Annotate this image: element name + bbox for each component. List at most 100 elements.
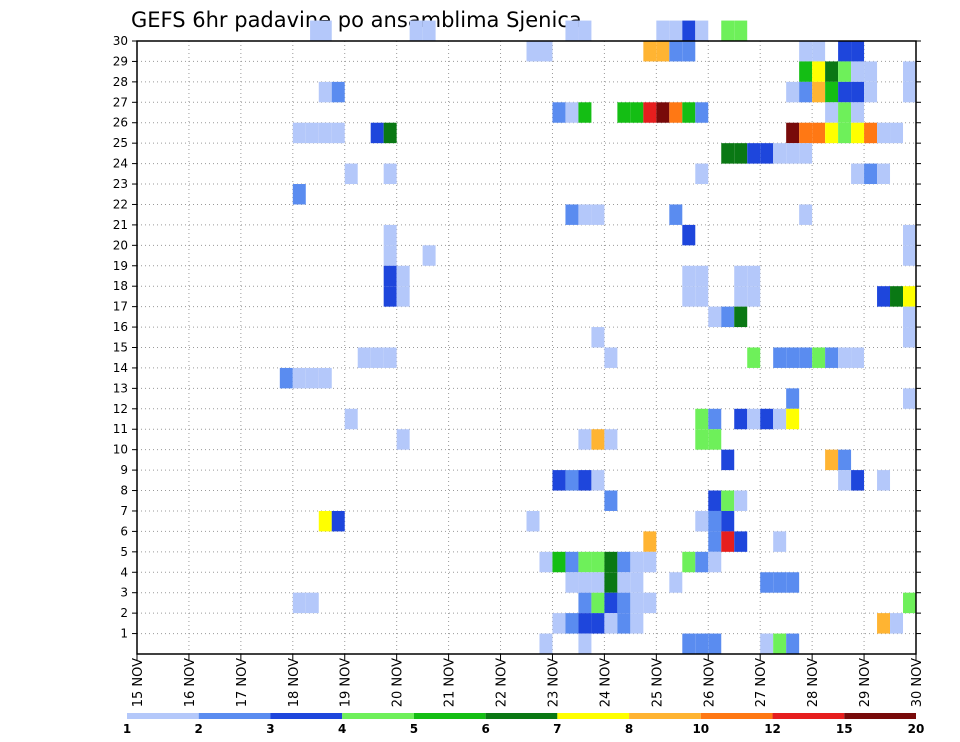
heatmap-cell	[695, 633, 709, 654]
heatmap-cell	[851, 163, 865, 185]
x-tick-label: 15 NOV	[131, 658, 146, 707]
heatmap-cell	[357, 347, 371, 368]
heatmap-cell	[695, 163, 709, 185]
heatmap-cell	[825, 102, 839, 123]
heatmap-cell	[812, 81, 826, 103]
heatmap-cell	[292, 122, 306, 144]
heatmap-cell	[565, 613, 579, 634]
heatmap-cell	[734, 20, 748, 41]
heatmap-cell	[773, 572, 787, 593]
heatmap-cell	[812, 61, 826, 82]
heatmap-cell	[903, 224, 916, 246]
heatmap-cell	[643, 551, 657, 573]
heatmap-cell	[747, 347, 761, 368]
heatmap-cell	[708, 408, 722, 430]
heatmap-cell	[552, 102, 566, 123]
heatmap-cells	[279, 20, 916, 654]
heatmap-cell	[604, 490, 618, 511]
heatmap-cell	[682, 265, 696, 287]
heatmap-cell	[578, 551, 592, 573]
colorbar-tick-label: 12	[764, 722, 781, 736]
y-tick-label: 10	[113, 443, 128, 457]
heatmap-cell	[643, 531, 657, 552]
heatmap-cell	[682, 551, 696, 573]
heatmap-cell	[578, 613, 592, 634]
heatmap-cell	[773, 531, 787, 552]
x-tick-label: 25 NOV	[650, 658, 665, 707]
heatmap-cell	[799, 204, 813, 225]
heatmap-cell	[591, 551, 605, 573]
y-tick-label: 20	[113, 238, 128, 252]
heatmap-cell	[292, 592, 306, 614]
x-tick-label: 30 NOV	[910, 658, 925, 707]
y-tick-label: 7	[120, 504, 128, 518]
heatmap-cell	[825, 122, 839, 144]
chart-title: GEFS 6hr padavine po ansamblima Sjenica	[131, 8, 582, 32]
y-tick-label: 16	[113, 320, 128, 334]
heatmap-cell	[279, 367, 293, 389]
y-tick-label: 27	[113, 95, 128, 109]
y-tick-label: 11	[113, 422, 128, 436]
heatmap-cell	[643, 102, 657, 123]
y-tick-label: 15	[113, 341, 128, 355]
heatmap-cell	[864, 163, 878, 185]
heatmap-cell	[812, 122, 826, 144]
heatmap-cell	[565, 204, 579, 225]
heatmap-cell	[825, 449, 839, 471]
heatmap-cell	[903, 245, 916, 266]
heatmap-cell	[812, 41, 826, 62]
heatmap-cell	[903, 327, 916, 348]
heatmap-cell	[695, 265, 709, 287]
y-tick-label: 17	[113, 300, 128, 314]
heatmap-cell	[747, 408, 761, 430]
heatmap-cell	[526, 510, 540, 532]
heatmap-cell	[630, 102, 644, 123]
heatmap-cell	[799, 41, 813, 62]
y-tick-label: 3	[120, 586, 128, 600]
y-tick-label: 26	[113, 116, 128, 130]
heatmap-cell	[396, 286, 410, 307]
y-tick-label: 23	[113, 177, 128, 191]
colorbar-segment	[772, 713, 845, 719]
colorbar-segment	[413, 713, 486, 719]
heatmap-cell	[305, 367, 319, 389]
heatmap-cell	[721, 490, 735, 511]
heatmap-cell	[565, 572, 579, 593]
heatmap-cell	[825, 61, 839, 82]
colorbar-segment	[127, 713, 199, 719]
heatmap-cell	[734, 265, 748, 287]
heatmap-cell	[903, 592, 916, 614]
heatmap-cell	[539, 551, 553, 573]
y-tick-label: 18	[113, 279, 128, 293]
heatmap-cell	[773, 347, 787, 368]
heatmap-cell	[734, 286, 748, 307]
heatmap-cell	[877, 163, 891, 185]
heatmap-cell	[578, 204, 592, 225]
colorbar-segment	[270, 713, 343, 719]
heatmap-cell	[656, 102, 670, 123]
colorbar-tick-label: 3	[266, 722, 274, 736]
heatmap-cell	[721, 510, 735, 532]
heatmap-cell	[864, 81, 878, 103]
heatmap-cell	[669, 102, 683, 123]
heatmap-cell	[396, 429, 410, 450]
y-tick-label: 8	[120, 484, 128, 498]
heatmap-cell	[656, 41, 670, 62]
heatmap-cell	[695, 551, 709, 573]
y-tick-label: 25	[113, 136, 128, 150]
y-axis: 1234567891011121314151617181920212223242…	[113, 34, 921, 641]
heatmap-cell	[578, 572, 592, 593]
heatmap-cell	[617, 613, 631, 634]
heatmap-cell	[682, 286, 696, 307]
colorbar-segment	[198, 713, 271, 719]
heatmap-cell	[591, 470, 605, 491]
heatmap-cell	[552, 551, 566, 573]
heatmap-cell	[331, 81, 345, 103]
heatmap-cell	[383, 265, 397, 287]
heatmap-cell	[305, 122, 319, 144]
heatmap-cell	[864, 122, 878, 144]
heatmap-cell	[786, 81, 800, 103]
x-tick-label: 23 NOV	[546, 658, 561, 707]
heatmap-cell	[383, 163, 397, 185]
heatmap-cell	[591, 572, 605, 593]
